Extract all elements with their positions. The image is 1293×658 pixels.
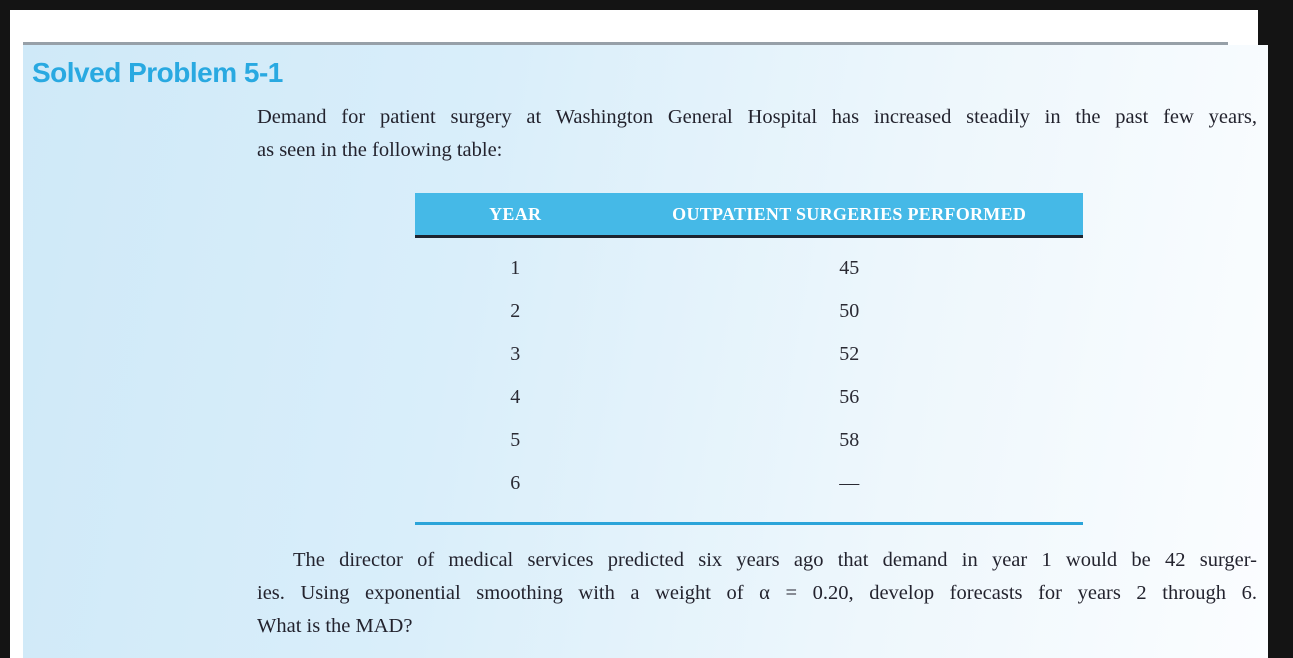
problem-title: Solved Problem 5-1 bbox=[32, 57, 283, 88]
value-cell: 56 bbox=[839, 386, 860, 408]
question-line-3: What is the MAD? bbox=[257, 615, 413, 637]
year-cell: 4 bbox=[510, 386, 521, 408]
value-cell: 50 bbox=[839, 300, 860, 322]
textbook-page: Solved Problem 5-1 Demand for patient su… bbox=[10, 10, 1268, 658]
intro-paragraph: Demand for patient surgery at Washington… bbox=[257, 101, 1257, 167]
table-row: 2 50 bbox=[415, 290, 1083, 333]
top-divider-rule bbox=[23, 42, 1228, 45]
intro-line-2: as seen in the following table: bbox=[257, 139, 503, 161]
year-cell: 1 bbox=[510, 257, 521, 279]
value-cell: — bbox=[839, 472, 860, 494]
value-cell: 52 bbox=[839, 343, 860, 365]
year-cell: 6 bbox=[510, 472, 521, 494]
table-row: 6 — bbox=[415, 462, 1083, 505]
question-line-2: ies. Using exponential smoothing with a … bbox=[257, 582, 1257, 604]
column-header-year: YEAR bbox=[489, 203, 542, 224]
table-header-row: YEAR OUTPATIENT SURGERIES PERFORMED bbox=[415, 193, 1083, 238]
table-row: 3 52 bbox=[415, 333, 1083, 376]
table-bottom-rule bbox=[415, 522, 1083, 525]
table-row: 4 56 bbox=[415, 376, 1083, 419]
year-cell: 5 bbox=[510, 429, 521, 451]
table-row: 1 45 bbox=[415, 247, 1083, 290]
column-header-surgeries: OUTPATIENT SURGERIES PERFORMED bbox=[672, 203, 1027, 224]
question-line-1: The director of medical services predict… bbox=[293, 549, 1257, 571]
table-body: 1 45 2 50 3 52 4 56 5 58 bbox=[415, 238, 1083, 505]
table-row: 5 58 bbox=[415, 419, 1083, 462]
year-cell: 3 bbox=[510, 343, 521, 365]
solved-problem-panel bbox=[23, 45, 1268, 658]
question-paragraph: The director of medical services predict… bbox=[257, 544, 1257, 643]
surgeries-table: YEAR OUTPATIENT SURGERIES PERFORMED 1 45… bbox=[415, 193, 1083, 525]
intro-line-1: Demand for patient surgery at Washington… bbox=[257, 106, 1257, 128]
value-cell: 58 bbox=[839, 429, 860, 451]
value-cell: 45 bbox=[839, 257, 860, 279]
year-cell: 2 bbox=[510, 300, 521, 322]
